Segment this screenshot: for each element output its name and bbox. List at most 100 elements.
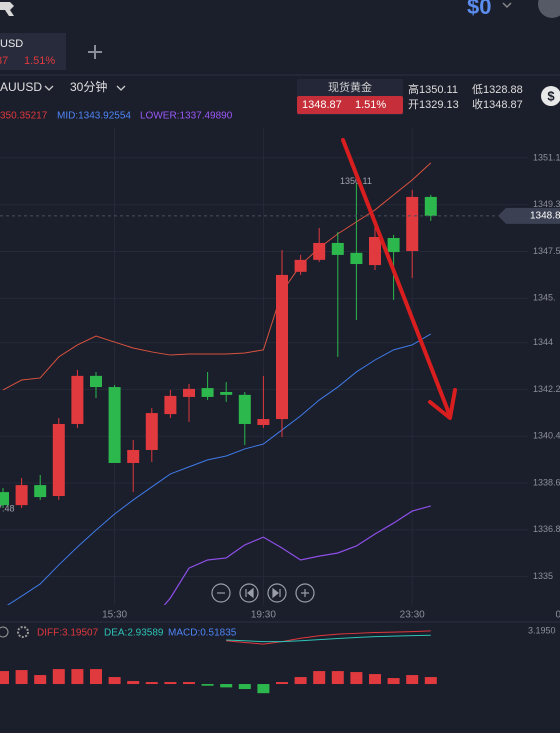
y-tick-label: 1344 [533,337,553,347]
macd-tick-label: 3.1950 [528,625,556,635]
interval-select[interactable]: 30分钟 [70,79,107,94]
y-tick-label: 1336.8 [533,524,560,534]
dea-line [226,634,431,643]
candle-body [313,242,326,260]
mid-band [6,333,432,605]
quote-high: 高1350.11 [408,82,458,96]
tab-change: 1.51% [24,55,55,67]
high-annotation: 1350.11 [340,176,372,186]
quote-open: 开1329.13 [408,99,459,111]
quote-name: 现货黄金 [328,80,372,94]
y-tick-label: 1335 [533,571,553,581]
low-annotation: 1337.48 [0,504,15,514]
candle-body [350,252,363,265]
quote-low: 低1328.88 [472,83,523,96]
quote-close: 收1348.87 [472,97,523,111]
macd-bar [0,671,9,685]
close-indicator-icon[interactable] [0,626,9,638]
macd-bar [257,684,270,694]
add-tab-button[interactable] [88,45,102,59]
candle-body [71,375,84,424]
tab-price: 87 [0,55,8,67]
candle-body [0,492,9,506]
dea-label: DEA:2.93589 [104,628,164,639]
macd-bar [52,669,65,685]
tab-symbol: USD [0,38,23,50]
candle-body [220,391,233,395]
symbol-chevron[interactable] [44,85,54,91]
upper-band [2,162,432,391]
macd-bar [183,682,195,685]
macd-bar [220,684,233,688]
candle-body [294,259,307,272]
candle-body [164,395,177,415]
candle-body [257,419,270,426]
macd-bar [424,677,437,685]
candle-body [15,485,28,506]
y-tick-label: 1349.3 [533,199,560,209]
candle-body [238,394,251,424]
quote-price-box [297,96,403,114]
macd-bar [108,677,121,685]
mid-band-label: MID:1343.92554 [57,111,131,122]
candle-body [201,388,214,397]
macd-bar [145,682,158,685]
dif-line [226,630,431,645]
candle-body [369,236,381,266]
last-price-tag [498,207,560,224]
candle-body [108,387,121,463]
candle-body [127,449,140,463]
interval-chevron[interactable] [116,85,126,91]
last-price-label: 1348.8 [530,211,560,222]
x-tick-label: 15:30 [102,610,127,621]
x-tick-label: 03 [555,610,560,621]
y-tick-label: 1340.4 [533,431,560,441]
lower-band-label: LOWER:1337.49890 [140,111,233,122]
macd-bar [331,671,344,685]
macd-plot [0,630,437,694]
logo [0,2,14,16]
price-axis: 1351.1 1349.3 1347.5 1345. 1344 1342.2 1340.4 1… [102,152,560,621]
currency-icon[interactable]: $ [547,88,555,103]
annotation-arrow [341,138,457,420]
x-tick-label: 23:30 [400,610,425,621]
y-tick-label: 1338.6 [533,477,560,487]
price-plot: 1350.11 1337.48 [0,128,528,605]
candle-body [145,413,158,450]
macd-bar [90,669,102,685]
candle-body [387,238,400,253]
macd-bar [313,671,326,685]
candle-body [34,485,47,498]
currency-button[interactable] [541,86,560,106]
macd-bar [34,675,47,685]
lower-band [163,505,431,605]
macd-bar [406,675,419,685]
macd-bar [350,672,363,685]
macd-bar [387,678,400,685]
macd-bar [201,684,214,686]
quote-change: 1.51% [355,99,386,111]
y-tick-label: 1345. [533,293,556,303]
macd-bar [15,670,28,685]
candle-body [424,196,437,216]
avatar[interactable] [538,0,560,18]
zoom-in-icon[interactable] [301,589,309,597]
macd-bar [127,681,140,685]
macd-bar [164,682,177,685]
candle-body [406,196,419,252]
balance-chevron[interactable] [502,2,512,9]
candle-body [276,274,288,420]
scroll-end-icon[interactable] [272,587,281,599]
y-tick-label: 1351.1 [533,152,560,162]
macd-bar [369,674,381,685]
balance[interactable]: $0 [467,0,491,19]
symbol-tab[interactable] [0,33,66,70]
candle-body [331,242,344,255]
settings-icon[interactable] [17,626,29,638]
x-tick-label: 19:30 [251,610,276,621]
symbol-select[interactable]: AUUSD [0,80,42,94]
dif-label: DIFF:3.19507 [37,628,99,639]
scroll-start-icon[interactable] [245,587,254,599]
